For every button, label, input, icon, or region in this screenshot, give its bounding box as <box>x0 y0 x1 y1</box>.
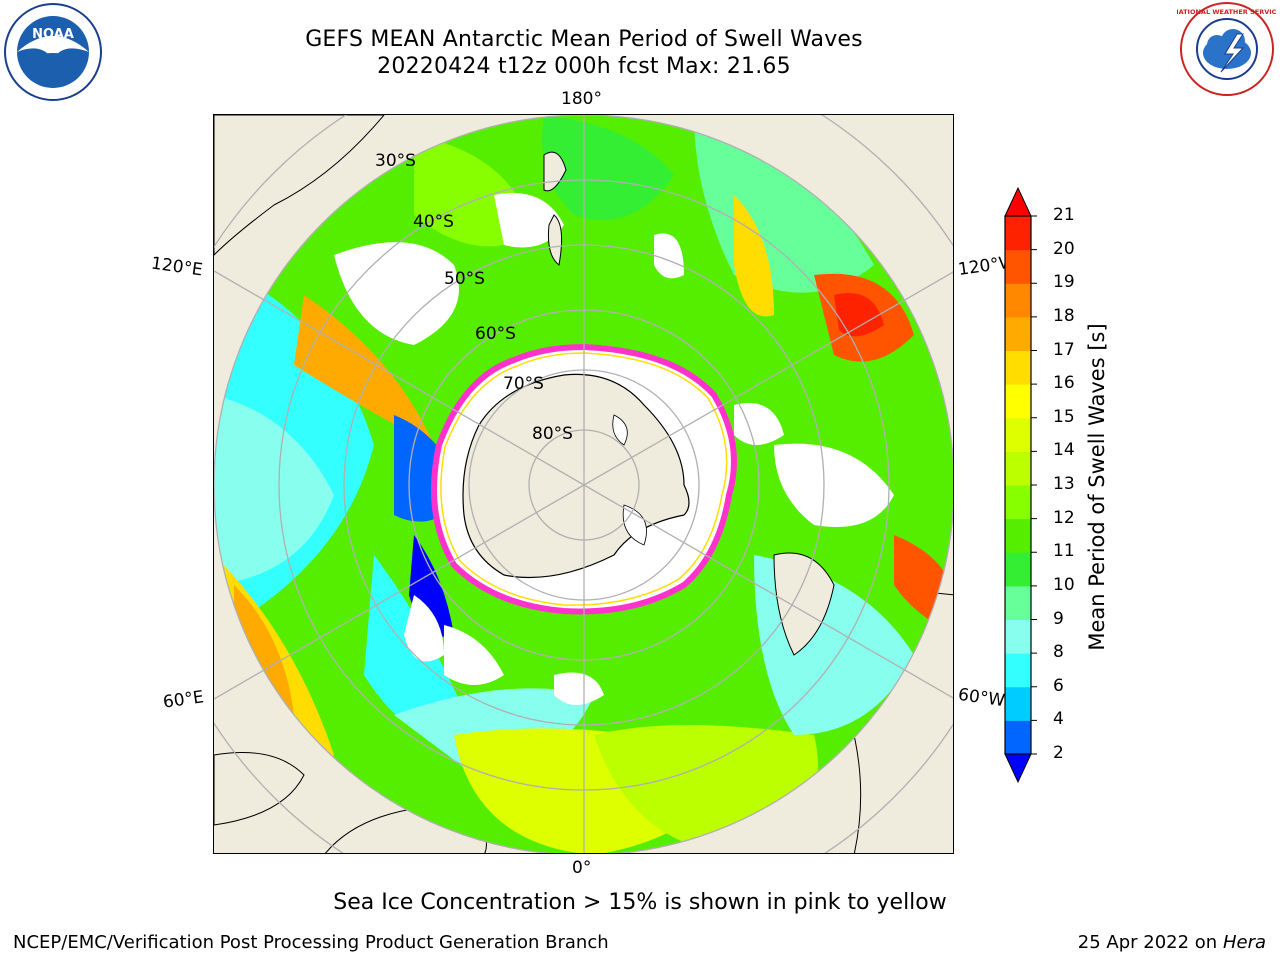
colorbar-tick-label: 10 <box>1053 574 1075 595</box>
colorbar-tick-label: 14 <box>1053 440 1075 461</box>
lat-label-60s: 60°S <box>475 324 516 344</box>
lon-label-120e: 120°E <box>149 253 204 281</box>
footer-host: Hera <box>1222 932 1266 953</box>
colorbar-tick-label: 11 <box>1053 541 1075 562</box>
colorbar-segment <box>1005 585 1031 620</box>
colorbar-tick-label: 9 <box>1053 608 1064 629</box>
colorbar-segment <box>1005 653 1031 688</box>
colorbar-tick-label: 6 <box>1053 675 1064 696</box>
footer-credit: NCEP/EMC/Verification Post Processing Pr… <box>13 932 609 953</box>
lat-label-50s: 50°S <box>444 269 485 289</box>
colorbar-segment <box>1005 350 1031 385</box>
colorbar-under-arrow <box>1004 753 1032 784</box>
colorbar-tick-label: 21 <box>1053 205 1075 225</box>
colorbar-segment <box>1005 518 1031 553</box>
lon-label-0: 0° <box>572 858 592 878</box>
colorbar-tick-label: 17 <box>1053 339 1075 360</box>
colorbar-segment <box>1005 384 1031 419</box>
colorbar-segment <box>1005 485 1031 520</box>
lon-label-180: 180° <box>561 89 602 109</box>
lat-label-30s: 30°S <box>375 151 416 171</box>
colorbar-segment <box>1005 686 1031 721</box>
footer-date-text: 25 Apr 2022 on <box>1077 932 1223 953</box>
footer-date: 25 Apr 2022 on Hera <box>1078 932 1266 953</box>
map-frame <box>213 114 954 854</box>
colorbar-segment <box>1005 451 1031 486</box>
nws-logo: NATIONAL WEATHER SERVICE <box>1177 2 1277 96</box>
colorbar-tick-label: 18 <box>1053 305 1075 326</box>
chart-subtitle: 20220424 t12z 000h fcst Max: 21.65 <box>377 54 791 79</box>
colorbar-tick-label: 4 <box>1053 709 1064 730</box>
colorbar-tick-label: 16 <box>1053 373 1075 394</box>
lat-label-80s: 80°S <box>532 424 573 444</box>
colorbar-segment <box>1005 619 1031 654</box>
graticule <box>214 115 953 853</box>
colorbar-label: Mean Period of Swell Waves [s] <box>1085 323 1109 651</box>
sea-ice-note: Sea Ice Concentration > 15% is shown in … <box>333 890 947 915</box>
colorbar-segment <box>1005 249 1031 284</box>
noaa-logo: NOAA <box>4 3 102 101</box>
colorbar-over-arrow <box>1004 186 1032 217</box>
nws-logo-text: NATIONAL WEATHER SERVICE <box>1177 8 1277 16</box>
chart-title: GEFS MEAN Antarctic Mean Period of Swell… <box>305 27 863 52</box>
noaa-logo-text: NOAA <box>32 27 74 42</box>
colorbar-segment <box>1005 552 1031 587</box>
colorbar-segment <box>1005 216 1031 251</box>
colorbar <box>1004 186 1037 784</box>
colorbar-tick-label: 15 <box>1053 406 1075 427</box>
colorbar-segment <box>1005 720 1031 755</box>
polar-map <box>214 115 953 853</box>
colorbar-tick-label: 20 <box>1053 238 1075 259</box>
lat-label-40s: 40°S <box>413 212 454 232</box>
lon-label-60e: 60°E <box>161 687 206 713</box>
colorbar-tick-label: 2 <box>1053 743 1064 763</box>
lat-label-70s: 70°S <box>503 374 544 394</box>
colorbar-tick-label: 13 <box>1053 474 1075 494</box>
colorbar-segment <box>1005 417 1031 452</box>
colorbar-segment <box>1005 316 1031 351</box>
colorbar-tick-label: 8 <box>1053 642 1064 663</box>
colorbar-segment <box>1005 283 1031 318</box>
colorbar-tick-label: 12 <box>1053 507 1075 528</box>
colorbar-tick-label: 19 <box>1053 272 1075 293</box>
